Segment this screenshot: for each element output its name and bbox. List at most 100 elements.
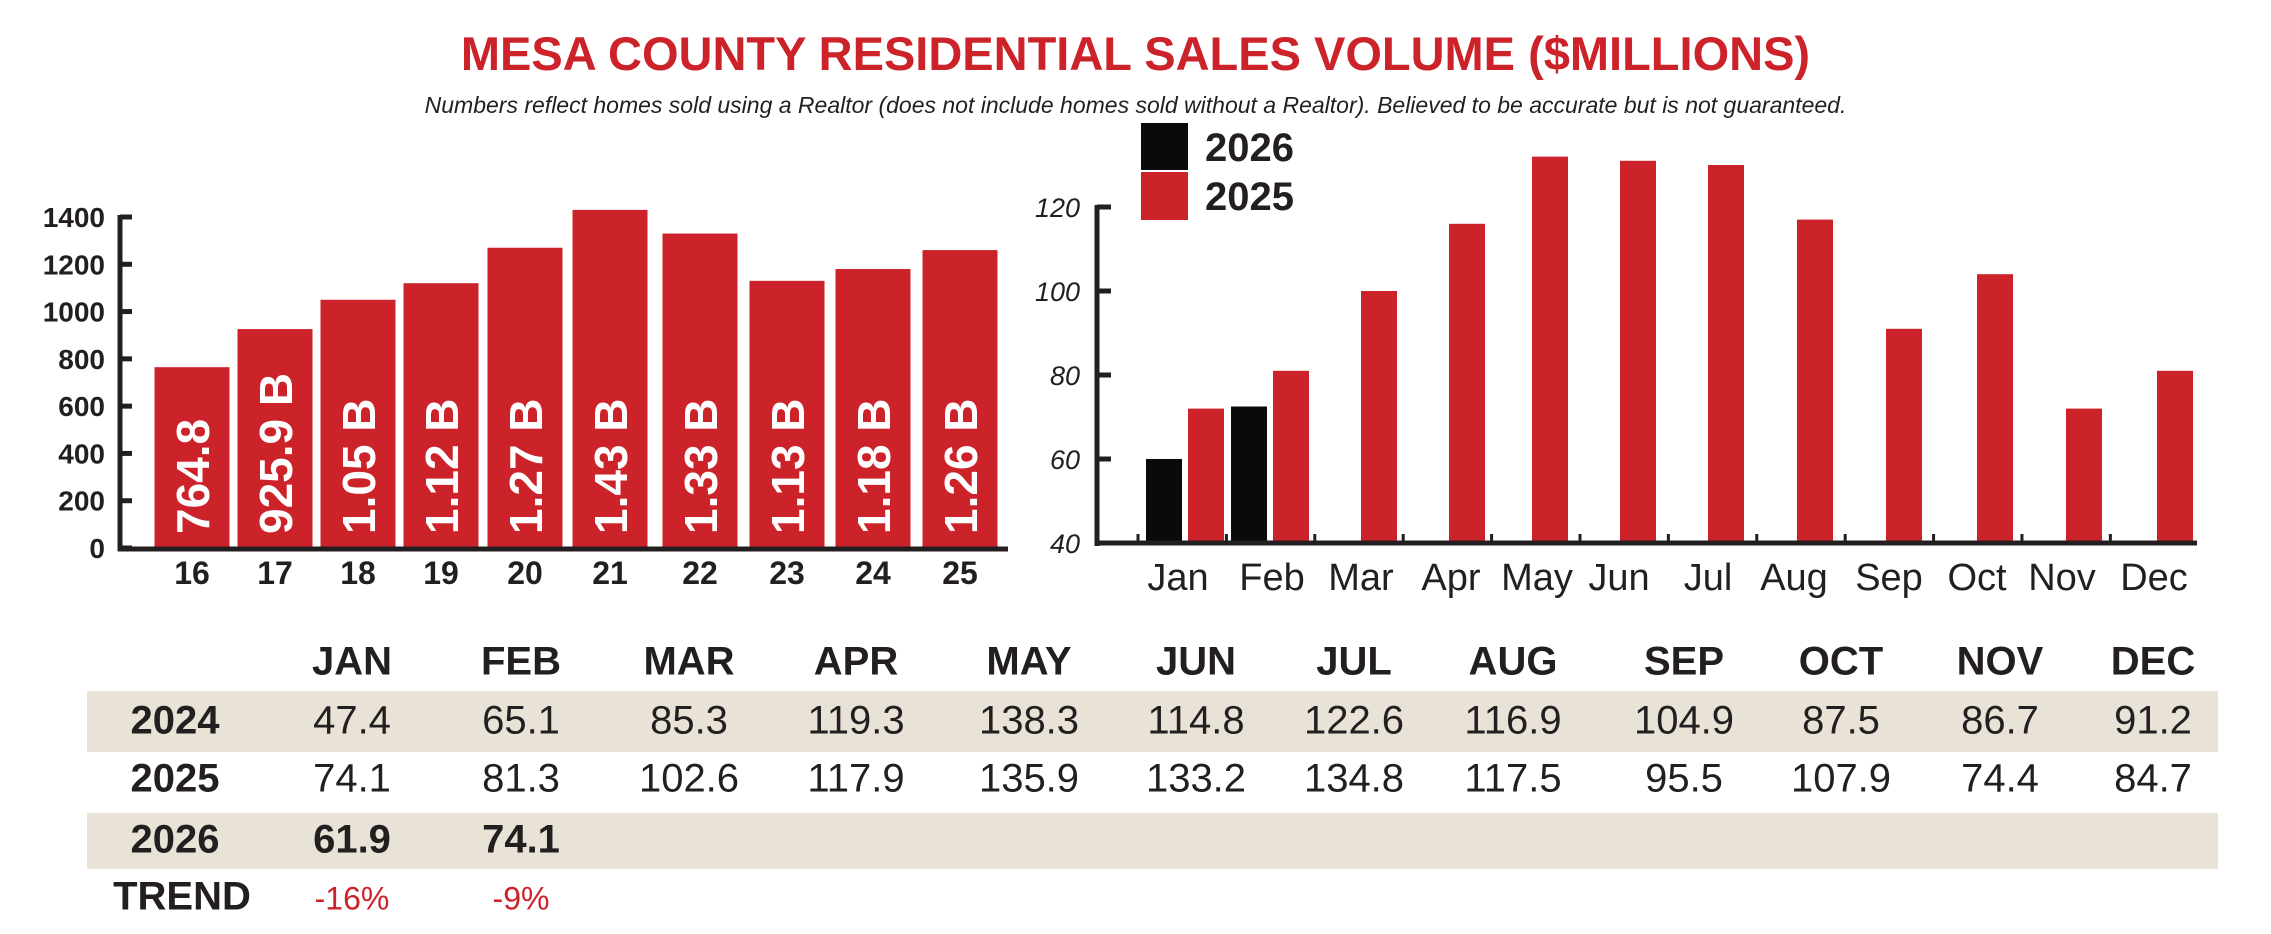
table-cell: 74.1	[482, 817, 560, 862]
table-cell: 104.9	[1633, 698, 1735, 743]
bar-2025-apr	[1449, 223, 1485, 544]
table-cell: 102.6	[638, 756, 740, 801]
y-tick-label: 400	[58, 438, 105, 469]
bar-2025-feb	[1273, 370, 1309, 543]
legend-label-2025: 2025	[1205, 175, 1294, 219]
chart-subtitle: Numbers reflect homes sold using a Realt…	[424, 92, 1847, 118]
column-header: MAY	[986, 639, 1072, 684]
x-tick-label: Nov	[2028, 557, 2096, 599]
bar-data-label: 1.13 B	[762, 398, 814, 534]
bar-data-label: 1.43 B	[585, 398, 637, 534]
column-header: DEC	[2110, 639, 2196, 684]
x-tick-label: 17	[257, 555, 293, 591]
column-header: OCT	[1798, 639, 1884, 684]
bar-2025-sep	[1886, 328, 1922, 543]
bar-2025-jun	[1620, 160, 1656, 544]
table-cell: 87.5	[1802, 698, 1880, 743]
bar-data-label: 1.26 B	[935, 398, 987, 534]
table-cell: 74.1	[313, 756, 391, 801]
legend-swatch-2026	[1141, 123, 1188, 170]
table-cell: 95.5	[1645, 756, 1723, 801]
annual-bar	[922, 250, 998, 548]
y-tick-label: 100	[1035, 277, 1080, 307]
bar-2026-feb	[1231, 406, 1267, 543]
bar-data-label: 925.9 B	[250, 373, 302, 534]
legend-swatch-2025	[1141, 172, 1188, 220]
row-label: 2024	[130, 698, 220, 743]
row-band	[87, 813, 2218, 869]
trend-value: -16%	[314, 880, 390, 917]
y-tick-label: 40	[1050, 529, 1080, 559]
column-header: FEB	[481, 639, 561, 684]
column-header: JAN	[311, 639, 393, 684]
y-tick-label: 1200	[43, 249, 105, 280]
column-header: SEP	[1643, 639, 1725, 684]
table-cell: 85.3	[650, 698, 728, 743]
bar-2025-jul	[1708, 165, 1744, 543]
annual-bar	[320, 299, 396, 548]
x-tick-label: Feb	[1239, 557, 1304, 599]
y-tick-label: 120	[1035, 193, 1080, 223]
x-tick-label: Oct	[1947, 557, 2007, 599]
x-tick-label: May	[1501, 557, 1573, 599]
column-header: JUN	[1155, 639, 1237, 684]
x-tick-label: Apr	[1421, 557, 1480, 599]
bar-2025-aug	[1797, 219, 1833, 543]
table-cell: 134.8	[1303, 756, 1405, 801]
y-tick-label: 800	[58, 344, 105, 375]
table-cell: 135.9	[978, 756, 1080, 801]
table-cell: 61.9	[313, 817, 391, 862]
bar-2025-nov	[2066, 408, 2102, 543]
y-tick-label: 0	[89, 533, 105, 564]
x-tick-label: Mar	[1328, 557, 1394, 599]
annual-bar	[572, 209, 648, 548]
column-header: JUL	[1316, 639, 1392, 684]
annual-bar	[749, 280, 825, 548]
bar-2025-dec	[2157, 370, 2193, 543]
table-cell: 47.4	[313, 698, 391, 743]
trend-label: TREND	[113, 874, 251, 919]
x-tick-label: 25	[942, 555, 978, 591]
y-tick-label: 600	[58, 391, 105, 422]
row-label: 2025	[130, 756, 220, 801]
legend-label-2026: 2026	[1205, 126, 1294, 170]
table-cell: 122.6	[1303, 698, 1405, 743]
table-cell: 91.2	[2114, 698, 2192, 743]
chart-title: MESA COUNTY RESIDENTIAL SALES VOLUME ($M…	[460, 27, 1811, 80]
trend-value: -9%	[492, 880, 550, 917]
table-cell: 65.1	[482, 698, 560, 743]
bar-2025-mar	[1361, 291, 1397, 543]
annual-bar	[662, 233, 738, 549]
table-cell: 81.3	[482, 756, 560, 801]
table-cell: 119.3	[807, 698, 905, 743]
column-header: APR	[813, 639, 899, 684]
bar-2025-jan	[1188, 408, 1224, 543]
x-tick-label: 22	[682, 555, 718, 591]
table-cell: 116.9	[1464, 698, 1562, 743]
x-tick-label: 18	[340, 555, 376, 591]
annual-bar	[403, 283, 479, 548]
table-cell: 86.7	[1961, 698, 2039, 743]
column-header: AUG	[1468, 639, 1558, 684]
table-cell: 133.2	[1145, 756, 1247, 801]
x-tick-label: 21	[592, 555, 628, 591]
table-cell: 138.3	[978, 698, 1080, 743]
x-tick-label: 23	[769, 555, 805, 591]
bar-data-label: 1.05 B	[333, 398, 385, 534]
y-tick-label: 60	[1050, 445, 1080, 475]
annual-bar	[237, 329, 313, 548]
table-cell: 74.4	[1961, 756, 2039, 801]
x-tick-label: Dec	[2120, 557, 2188, 599]
row-band	[87, 691, 2218, 752]
annual-bar	[154, 367, 230, 548]
y-tick-label: 80	[1050, 361, 1080, 391]
bar-data-label: 1.27 B	[500, 398, 552, 534]
bar-2026-jan	[1146, 459, 1182, 543]
column-header: NOV	[1956, 639, 2044, 684]
bar-data-label: 1.12 B	[416, 398, 468, 534]
x-tick-label: 16	[174, 555, 210, 591]
y-tick-label: 1400	[43, 202, 105, 233]
annual-bar	[835, 269, 911, 548]
x-tick-label: 19	[423, 555, 459, 591]
